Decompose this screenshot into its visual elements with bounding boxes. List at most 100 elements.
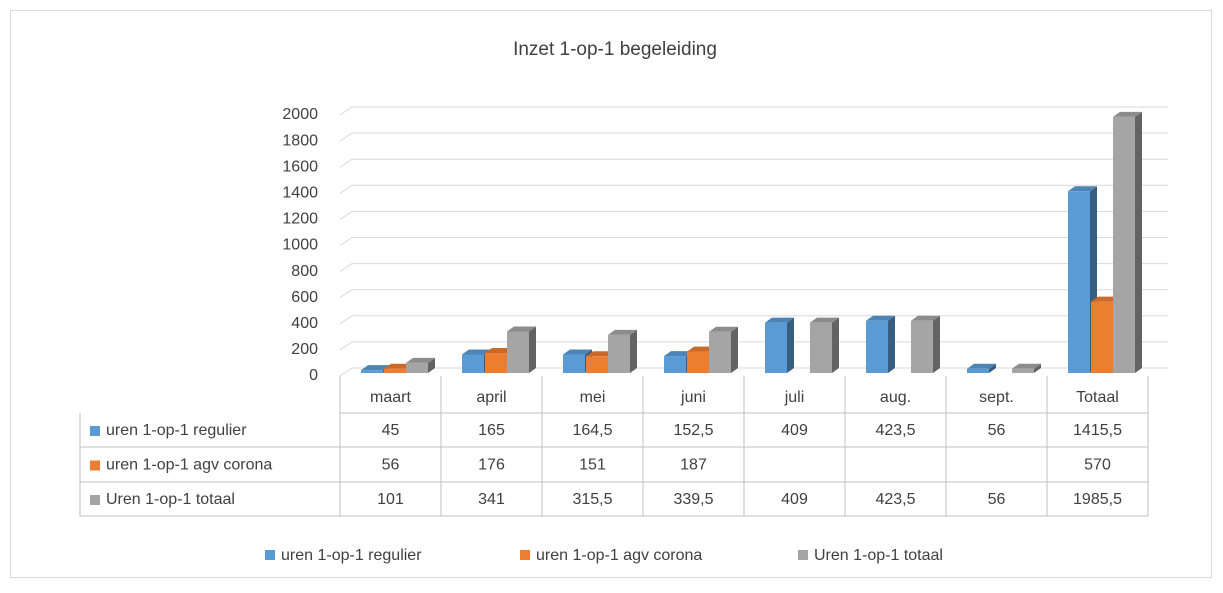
bar-front	[1113, 116, 1135, 374]
bar-front	[664, 356, 686, 373]
table-cell: 56	[382, 457, 400, 474]
bar-top	[1012, 363, 1041, 369]
table-cell: 151	[579, 457, 606, 474]
bar-front	[709, 331, 731, 373]
table-cell: 187	[680, 457, 707, 474]
grid-line	[339, 237, 1168, 246]
bar-top	[384, 363, 413, 369]
x-tick-label: maart	[370, 389, 411, 406]
table-cell: 165	[478, 422, 505, 439]
table-row-label: Uren 1-op-1 totaal	[106, 491, 235, 508]
table-row-label: uren 1-op-1 agv corona	[106, 457, 272, 474]
bar-front	[586, 356, 608, 373]
table-cell: 423,5	[875, 422, 915, 439]
table-cell: 164,5	[572, 422, 612, 439]
bar	[765, 317, 794, 373]
grid-line	[339, 106, 1168, 116]
bar-top	[967, 363, 996, 369]
bar	[1012, 363, 1041, 373]
bar-top	[1091, 296, 1120, 302]
bar-top	[563, 349, 592, 355]
grid-line	[339, 341, 1168, 351]
grid-line	[339, 210, 1168, 220]
y-tick-label: 1200	[282, 211, 318, 228]
bar-front	[361, 370, 383, 373]
legend-key	[90, 460, 100, 471]
bar-top	[462, 349, 491, 355]
bar-side	[787, 317, 794, 373]
bar-top	[608, 329, 637, 335]
bar	[608, 329, 637, 373]
chart-border	[10, 10, 1212, 578]
grid-line	[339, 289, 1168, 299]
bar-front	[608, 334, 630, 373]
grid-line	[339, 263, 1168, 273]
bar-top	[709, 326, 738, 332]
table-cell: 176	[478, 457, 505, 474]
bar	[709, 326, 738, 373]
bar	[911, 315, 940, 373]
bar-front	[1012, 368, 1034, 373]
bar-front	[967, 368, 989, 373]
bar-front	[485, 353, 507, 373]
bar-front	[406, 362, 428, 373]
chart-title: Inzet 1-op-1 begeleiding	[513, 39, 717, 60]
bar	[967, 363, 996, 373]
x-tick-label: juli	[784, 389, 805, 406]
table-cell: 341	[478, 491, 505, 508]
bar-top	[507, 326, 536, 332]
y-tick-label: 1400	[282, 185, 318, 202]
bar-side	[428, 357, 435, 373]
bar-front	[810, 322, 832, 373]
bar-side	[933, 315, 940, 373]
y-tick-label: 2000	[282, 106, 318, 123]
bar-front	[687, 351, 709, 373]
legend-label: uren 1-op-1 regulier	[281, 547, 422, 564]
bar	[866, 315, 895, 373]
bar-side	[1034, 363, 1041, 373]
table-cell: 45	[382, 422, 400, 439]
bar-front	[1091, 301, 1113, 373]
bar-front	[462, 354, 484, 373]
bar-side	[832, 317, 839, 373]
y-tick-label: 200	[291, 341, 318, 358]
bar	[1113, 111, 1142, 374]
bar-top	[1113, 111, 1142, 117]
bar-top	[586, 351, 615, 357]
bar-side	[888, 315, 895, 373]
bar-front	[563, 354, 585, 373]
table-cell: 570	[1084, 457, 1111, 474]
bar-top	[361, 365, 390, 371]
bar	[810, 317, 839, 373]
table-cell: 56	[988, 422, 1006, 439]
legend-key	[265, 550, 275, 560]
table-cell: 1985,5	[1073, 491, 1122, 508]
y-tick-label: 1600	[282, 158, 318, 175]
table-cell: 409	[781, 422, 808, 439]
bar-front	[384, 368, 406, 373]
legend-key	[798, 550, 808, 560]
bar-front	[911, 320, 933, 373]
table-cell: 56	[988, 491, 1006, 508]
bar-side	[989, 363, 996, 373]
y-tick-label: 600	[291, 289, 318, 306]
bar-top	[866, 315, 895, 321]
bar-side	[630, 329, 637, 373]
grid-line	[339, 132, 1168, 142]
x-tick-label: mei	[580, 389, 606, 406]
table-cell: 409	[781, 491, 808, 508]
bar-side	[529, 326, 536, 373]
y-tick-label: 1800	[282, 132, 318, 149]
x-tick-label: Totaal	[1076, 389, 1119, 406]
table-cell: 1415,5	[1073, 422, 1122, 439]
table-cell: 339,5	[673, 491, 713, 508]
bar-front	[765, 322, 787, 373]
bar-top	[485, 348, 514, 354]
bar-top	[911, 315, 940, 321]
y-tick-label: 1000	[282, 237, 318, 254]
bar-top	[664, 351, 693, 357]
table-cell: 152,5	[673, 422, 713, 439]
legend-key	[520, 550, 530, 560]
